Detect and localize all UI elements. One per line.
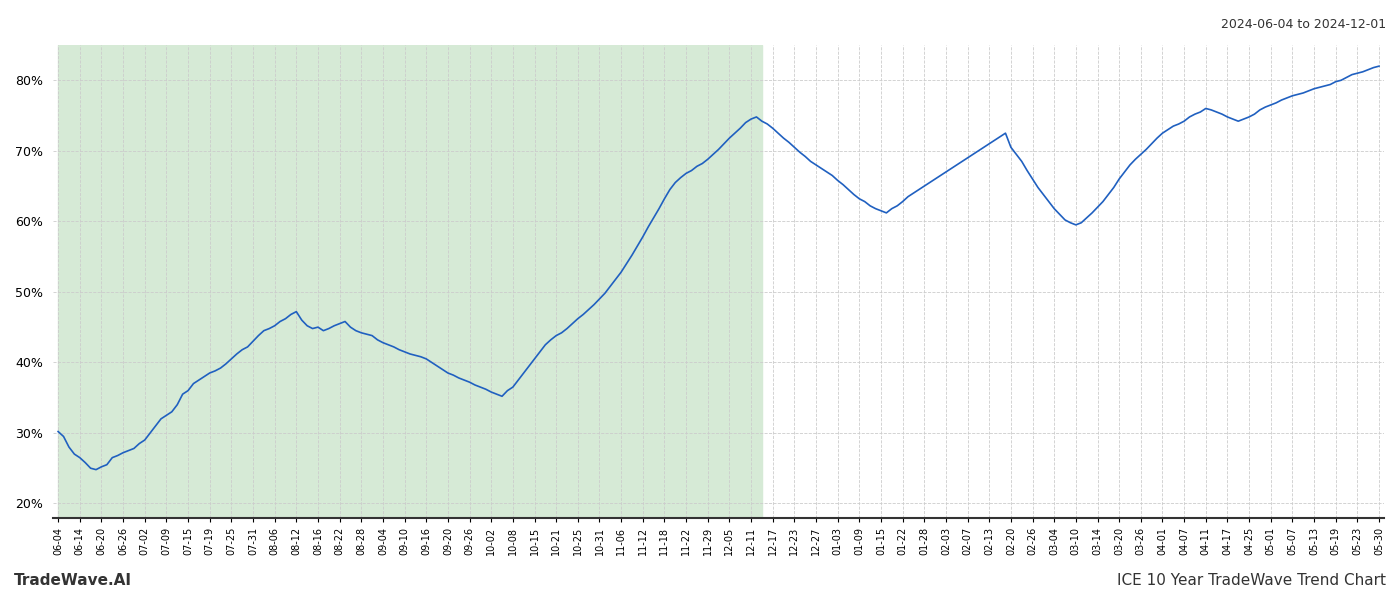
Text: TradeWave.AI: TradeWave.AI — [14, 573, 132, 588]
Text: 2024-06-04 to 2024-12-01: 2024-06-04 to 2024-12-01 — [1221, 18, 1386, 31]
Bar — [59, 45, 762, 518]
Text: ICE 10 Year TradeWave Trend Chart: ICE 10 Year TradeWave Trend Chart — [1117, 573, 1386, 588]
